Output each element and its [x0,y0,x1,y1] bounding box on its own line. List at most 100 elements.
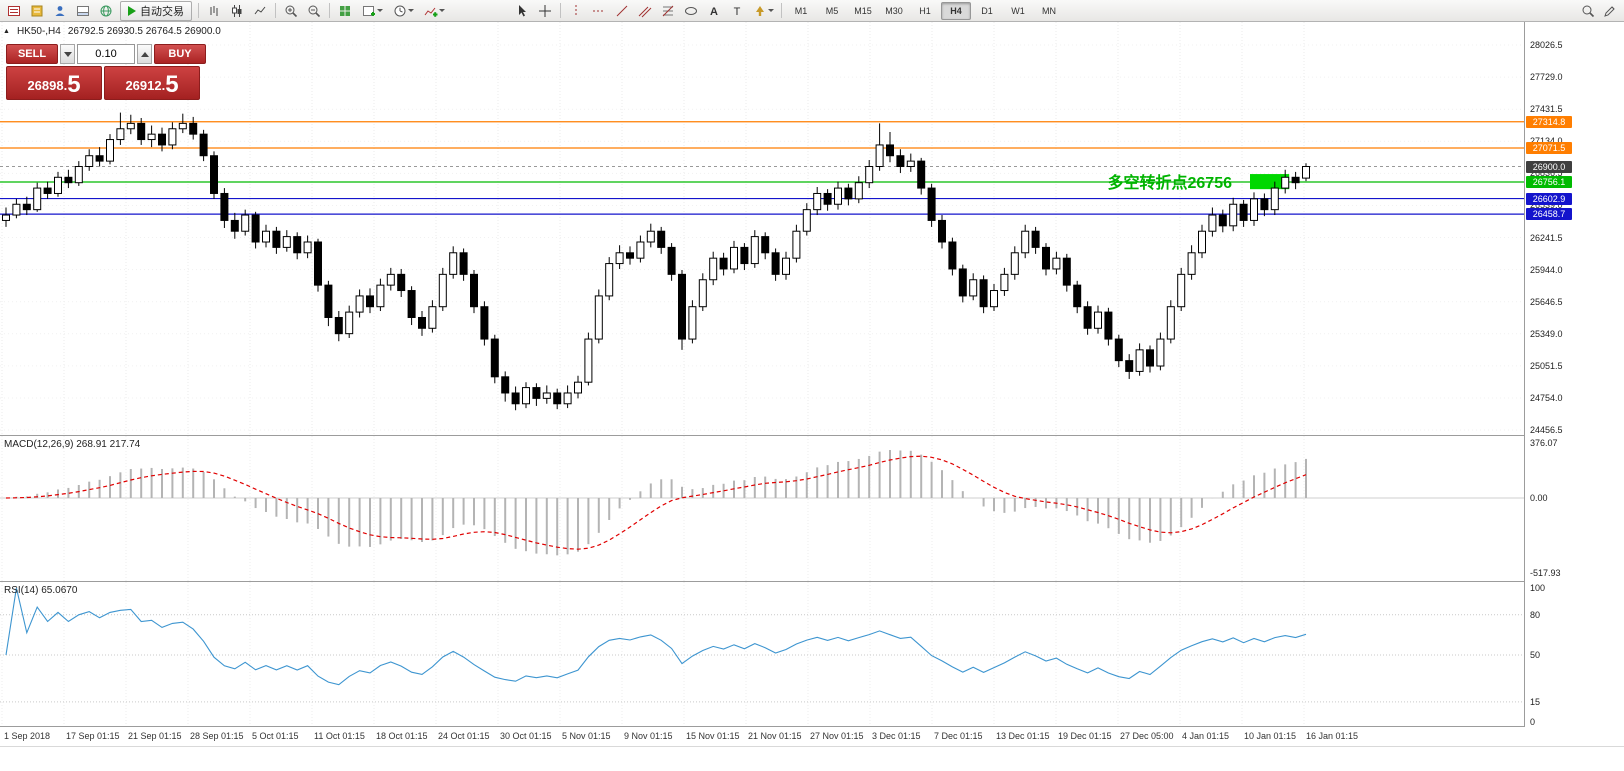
volume-input[interactable]: 0.10 [77,44,135,64]
macd-axis-min: -517.93 [1530,568,1561,578]
timeframe-button-h1[interactable]: H1 [919,5,931,16]
time-label: 11 Oct 01:15 [314,731,365,741]
price-axis[interactable]: 28026.5 27729.0 27431.5 27134.0 26836.5 26539… [1525,22,1624,747]
toolbar: 自动交易 [0,0,1624,22]
arrows-icon[interactable] [749,2,777,20]
navigator-icon[interactable] [49,2,71,20]
cursor-icon[interactable] [511,2,533,20]
terminal-icon[interactable] [72,2,94,20]
horizontal-line-icon[interactable] [588,2,610,20]
price-tick: 27729.0 [1530,72,1563,83]
rsi-axis-label: 15 [1530,696,1541,707]
level-price-tag: 26458.7 [1526,208,1572,221]
periods-button[interactable] [388,2,418,20]
macd-chart[interactable] [0,436,1524,581]
chevron-down-icon [376,9,383,12]
price-tick: 26241.5 [1530,232,1563,243]
level-lines [0,121,1524,215]
edit-icon[interactable] [1599,2,1621,20]
symbol-period: HK50-,H4 [16,26,61,37]
time-label: 13 Dec 01:15 [996,731,1050,741]
highlight-box [1250,174,1290,190]
chart-title: ▲ HK50-,H4 26792.5 26930.5 26764.5 26900… [3,26,221,37]
zoom-out-icon[interactable] [303,2,325,20]
rsi-axis-label: 50 [1530,650,1541,660]
trendline-icon[interactable] [611,2,633,20]
indicators-button[interactable] [419,2,449,20]
macd-histogram [15,450,1307,556]
time-label: 5 Nov 01:15 [562,731,611,741]
metaeditor-icon[interactable] [95,2,117,20]
triangle-down-icon [63,51,72,57]
time-label: 18 Oct 01:15 [376,731,428,741]
sell-button[interactable]: SELL [6,44,58,64]
macd-axis-max: 376.07 [1530,438,1558,448]
line-chart-icon[interactable] [249,2,271,20]
grid-lines [0,22,1524,435]
timeframe-button-w1[interactable]: W1 [1011,5,1025,16]
channel-icon[interactable] [634,2,656,20]
volume-down-button[interactable] [60,44,75,64]
pane-separator [0,726,1624,727]
price-tick: 25349.0 [1530,328,1563,339]
new-chart-button[interactable] [357,2,387,20]
svg-text:T: T [734,6,741,18]
time-label: 19 Dec 01:15 [1058,731,1112,741]
price-chart[interactable] [0,22,1524,435]
fibonacci-icon[interactable] [657,2,679,20]
text-icon[interactable]: A [703,2,725,20]
collapse-panel-icon[interactable]: ▲ [3,28,10,35]
timeframe-button-m1[interactable]: M1 [794,5,808,16]
ohlc-values: 26792.5 26930.5 26764.5 26900.0 [67,26,221,37]
triangle-up-icon [140,51,149,57]
candles [2,112,1310,411]
candlestick-chart-icon[interactable] [226,2,248,20]
bar-chart-icon[interactable] [203,2,225,20]
data-window-icon[interactable] [26,2,48,20]
shapes-icon[interactable] [680,2,702,20]
buy-price-panel[interactable]: 26912. 5 [104,66,200,100]
pane-separator[interactable] [0,581,1624,582]
timeframe-button-d1[interactable]: D1 [981,5,993,16]
buy-price: 26912. [125,78,166,93]
toolbar-separator [560,3,561,18]
timeframe-button-m5[interactable]: M5 [825,5,839,16]
chevron-down-icon [767,9,774,12]
timeframe-button-mn[interactable]: MN [1042,5,1056,16]
time-label: 9 Nov 01:15 [624,731,673,741]
sell-price-panel[interactable]: 26898. 5 [6,66,102,100]
svg-text:A: A [710,6,718,18]
zoom-in-icon[interactable] [280,2,302,20]
time-label: 1 Sep 2018 [4,731,51,741]
right-tools [1577,2,1621,20]
market-watch-icon[interactable] [3,2,25,20]
price-tick: 27431.5 [1530,104,1563,115]
timeframe-button-m15[interactable]: M15 [854,5,872,16]
time-label: 7 Dec 01:15 [934,731,983,741]
search-icon[interactable] [1577,2,1599,20]
timeframe-button-m30[interactable]: M30 [885,5,903,16]
autotrading-label: 自动交易 [140,5,184,18]
rsi-axis-label: 0 [1530,717,1536,727]
buy-button[interactable]: BUY [154,44,206,64]
timeframe-group: M1 M5 M15 M30 H1 H4 D1 W1 MN [786,1,1064,20]
macd-signal-line [5,455,1307,550]
vertical-line-icon[interactable] [565,2,587,20]
label-icon[interactable]: T [726,2,748,20]
timeframe-button-h4[interactable]: H4 [941,1,971,20]
macd-label: MACD(12,26,9) 268.91 217.74 [4,439,141,450]
pane-separator[interactable] [0,435,1624,436]
time-label: 27 Nov 01:15 [810,731,864,741]
current-price-tag: 26900.0 [1526,160,1572,173]
volume-up-button[interactable] [137,44,152,64]
time-label: 28 Sep 01:15 [190,731,244,741]
tile-windows-icon[interactable] [334,2,356,20]
time-axis[interactable]: 1 Sep 2018 17 Sep 01:15 21 Sep 01:15 28 Sep… [0,727,1624,746]
crosshair-icon[interactable] [534,2,556,20]
time-label: 4 Jan 01:15 [1182,731,1230,741]
rsi-chart[interactable] [0,582,1524,726]
time-label: 16 Jan 01:15 [1306,731,1359,741]
autotrading-button[interactable]: 自动交易 [120,0,192,21]
buy-price-big-digit: 5 [165,71,179,98]
level-price-tag: 26756.1 [1526,176,1572,189]
